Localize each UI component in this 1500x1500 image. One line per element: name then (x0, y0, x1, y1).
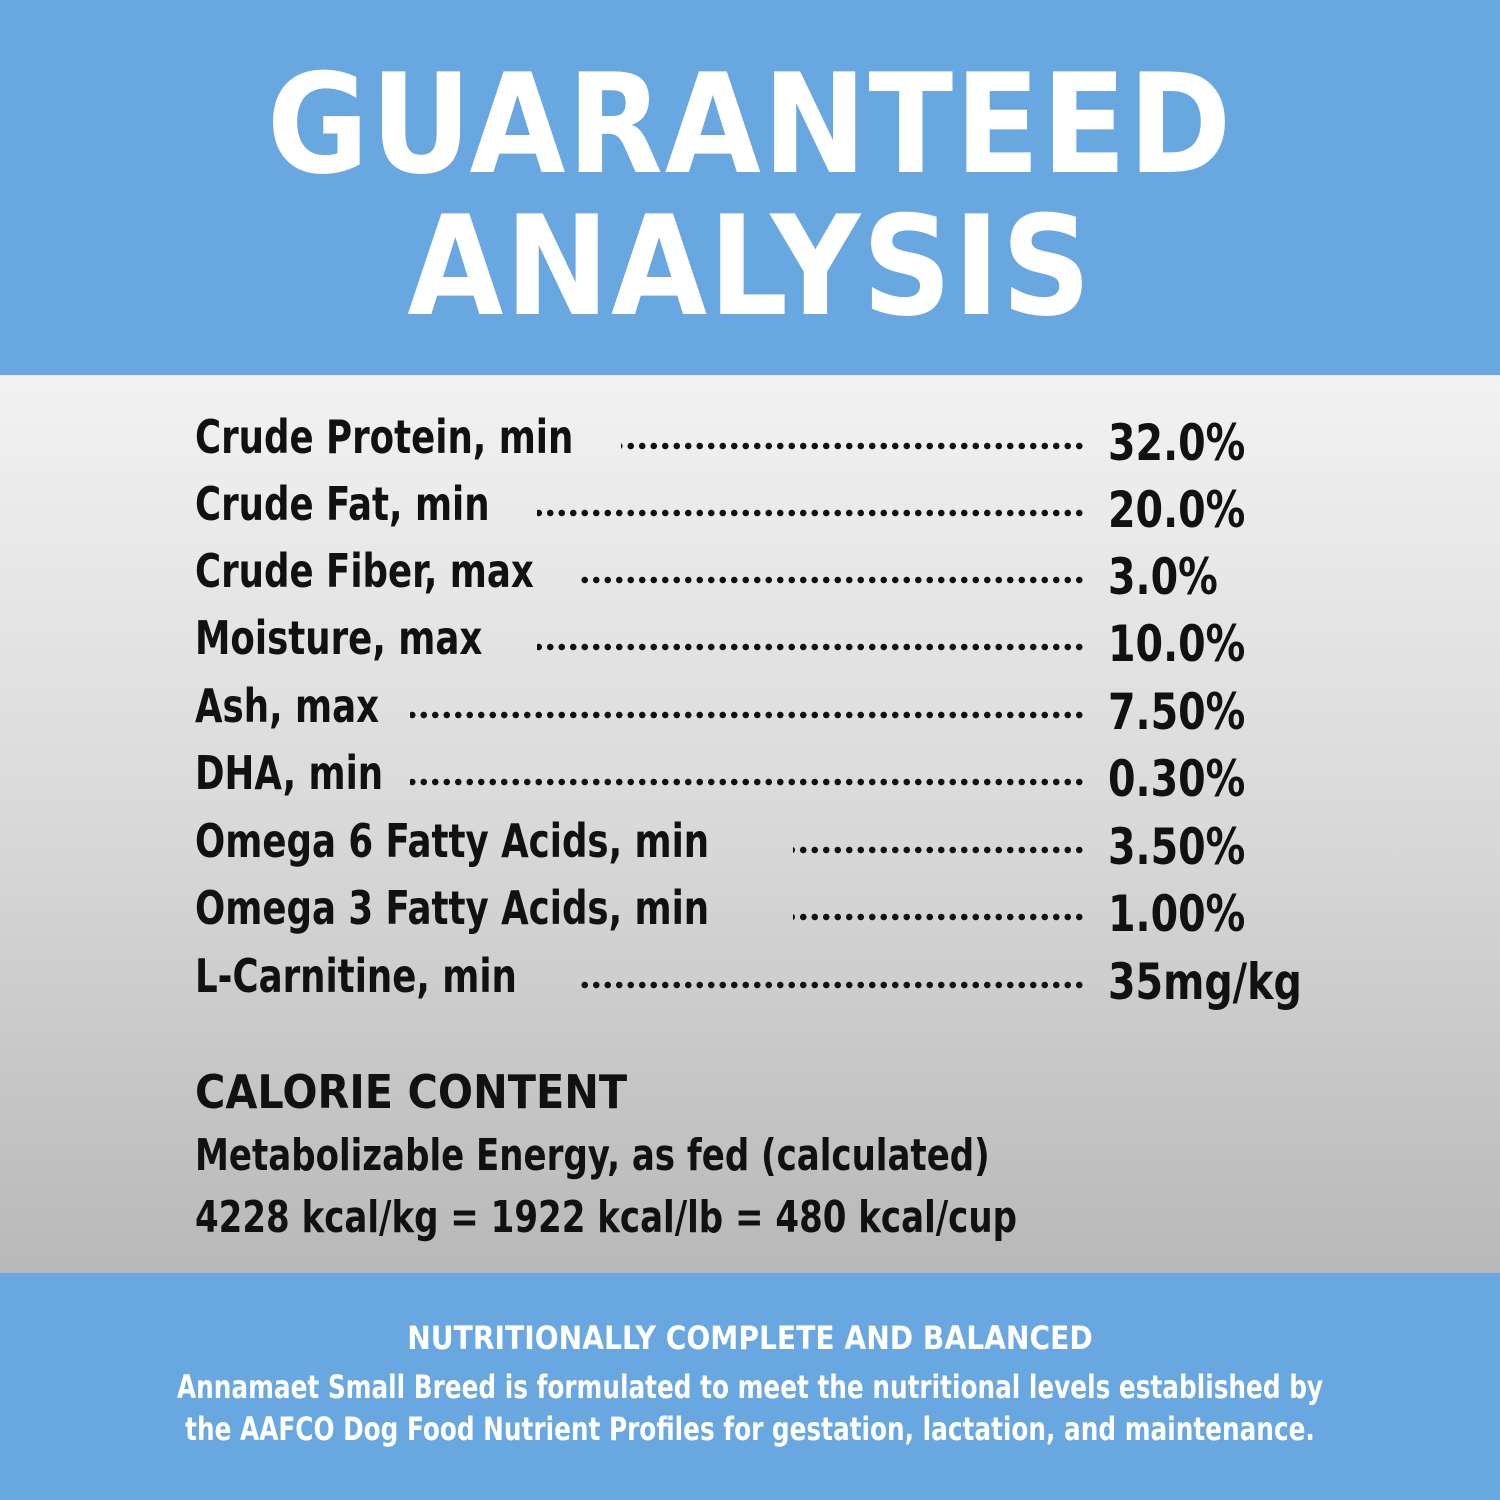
analysis-label: Crude Fiber, max (195, 544, 534, 598)
dot-leader (580, 575, 1085, 585)
analysis-label: Crude Fat, min (195, 477, 490, 531)
analysis-row-omega-3: Omega 3 Fatty Acids, min 1.00% (195, 878, 1325, 943)
dot-leader (537, 642, 1085, 652)
footer-statement-line2: the AAFCO Dog Food Nutrient Profiles for… (185, 1410, 1315, 1448)
analysis-value: 10.0% (1108, 615, 1246, 673)
analysis-label: DHA, min (195, 746, 384, 800)
calorie-energy-label: Metabolizable Energy, as fed (calculated… (195, 1130, 990, 1181)
analysis-panel (0, 375, 1500, 1273)
page-title-line2: ANALYSIS (407, 186, 1093, 347)
analysis-value: 1.00% (1108, 885, 1246, 943)
analysis-row-crude-protein: Crude Protein, min 32.0% (195, 407, 1325, 472)
analysis-label: Omega 3 Fatty Acids, min (195, 881, 710, 935)
analysis-row-crude-fiber: Crude Fiber, max 3.0% (195, 541, 1325, 606)
dot-leader (580, 980, 1085, 990)
dot-leader (537, 508, 1085, 518)
analysis-value: 35mg/kg (1108, 953, 1302, 1011)
analysis-row-omega-6: Omega 6 Fatty Acids, min 3.50% (195, 811, 1325, 876)
page-title-line1: GUARANTEED (266, 44, 1234, 205)
footer-heading: NUTRITIONALLY COMPLETE AND BALANCED (407, 1319, 1093, 1357)
footer-banner (0, 1273, 1500, 1500)
analysis-row-crude-fat: Crude Fat, min 20.0% (195, 474, 1325, 539)
analysis-label: Crude Protein, min (195, 410, 574, 464)
dot-leader (793, 912, 1085, 922)
analysis-value: 3.0% (1108, 548, 1218, 606)
header-banner (0, 0, 1500, 375)
analysis-value: 0.30% (1108, 750, 1246, 808)
analysis-value: 3.50% (1108, 818, 1246, 876)
analysis-value: 20.0% (1108, 481, 1246, 539)
analysis-row-moisture: Moisture, max 10.0% (195, 608, 1325, 673)
analysis-value: 7.50% (1108, 683, 1246, 741)
analysis-value: 32.0% (1108, 414, 1246, 472)
analysis-row-dha: DHA, min 0.30% (195, 743, 1325, 808)
analysis-label: Ash, max (195, 679, 380, 733)
dot-leader (621, 441, 1085, 451)
analysis-label: L-Carnitine, min (195, 949, 517, 1003)
analysis-label: Moisture, max (195, 611, 483, 665)
calorie-content-heading: CALORIE CONTENT (195, 1065, 628, 1119)
analysis-row-l-carnitine: L-Carnitine, min 35mg/kg (195, 946, 1325, 1011)
calorie-energy-values: 4228 kcal/kg = 1922 kcal/lb = 480 kcal/c… (195, 1192, 1017, 1243)
dot-leader (410, 710, 1085, 720)
footer-statement-line1: Annamaet Small Breed is formulated to me… (176, 1368, 1324, 1406)
dot-leader (410, 777, 1085, 787)
analysis-label: Omega 6 Fatty Acids, min (195, 814, 710, 868)
dot-leader (793, 845, 1085, 855)
analysis-row-ash: Ash, max 7.50% (195, 676, 1325, 741)
